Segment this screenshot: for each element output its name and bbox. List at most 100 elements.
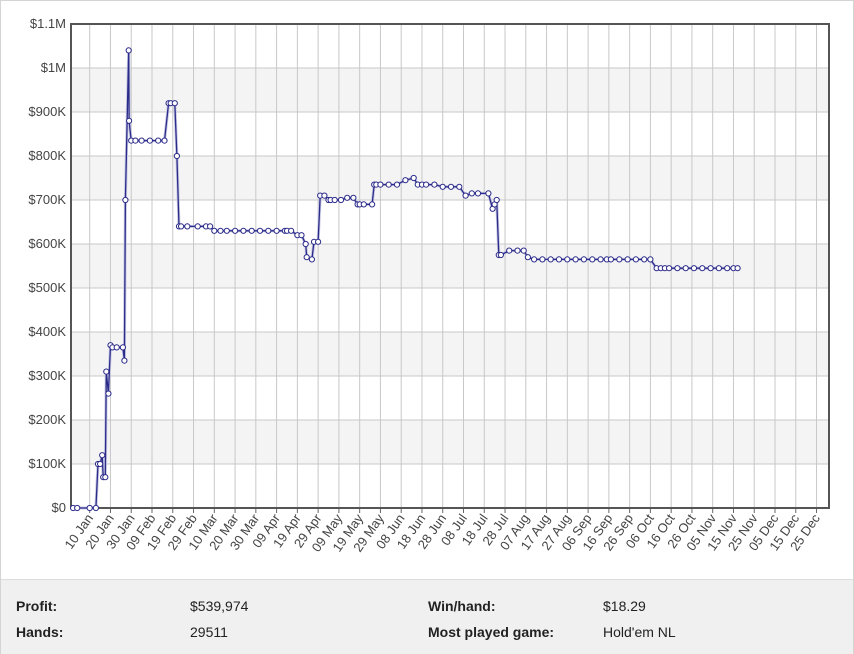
data-point: [474, 190, 482, 197]
data-point: [232, 227, 239, 234]
data-point: [647, 256, 654, 263]
y-tick-label: $1M: [41, 60, 66, 75]
hands-label: Hands:: [16, 624, 64, 640]
data-point: [126, 117, 133, 124]
data-point: [315, 238, 322, 245]
data-point: [462, 192, 469, 199]
data-point: [580, 256, 588, 263]
data-point: [308, 256, 315, 263]
data-point: [178, 223, 185, 230]
data-point: [624, 256, 631, 263]
data-point: [99, 452, 106, 459]
data-point: [524, 254, 532, 261]
data-point: [607, 256, 615, 263]
y-tick-label: $300K: [28, 368, 66, 383]
data-point: [298, 232, 305, 239]
data-point: [121, 357, 128, 364]
data-point: [223, 227, 230, 234]
data-point: [589, 256, 596, 263]
data-point: [393, 181, 401, 188]
data-point: [155, 137, 162, 144]
data-point: [456, 183, 463, 190]
data-point: [715, 265, 723, 272]
data-point: [113, 344, 120, 351]
data-point: [493, 196, 500, 204]
data-point: [520, 247, 527, 254]
data-point: [138, 137, 145, 144]
data-point: [439, 183, 446, 190]
data-point: [410, 174, 417, 182]
plot-border: [70, 23, 830, 509]
data-point: [468, 190, 475, 197]
data-point: [331, 196, 338, 204]
plot-band: [71, 244, 829, 288]
data-point: [184, 223, 191, 230]
data-point: [431, 181, 438, 188]
data-point: [616, 256, 623, 263]
data-point: [699, 265, 706, 272]
profit-value: $539,974: [190, 598, 249, 614]
data-point: [632, 256, 640, 263]
data-point: [734, 265, 741, 272]
most-played-game-value: Hold'em NL: [603, 624, 676, 640]
data-point: [423, 181, 430, 188]
y-tick-label: $400K: [28, 324, 66, 339]
data-point: [74, 504, 81, 512]
data-point: [97, 460, 104, 468]
data-point: [674, 265, 681, 272]
data-point: [447, 183, 455, 190]
data-point: [321, 192, 328, 199]
data-point: [506, 247, 513, 254]
data-point: [564, 256, 571, 263]
stats-summary: Profit: $539,974 Win/hand: $18.29 Hands:…: [1, 579, 853, 654]
data-point: [350, 194, 357, 201]
y-tick-label: $1.1M: [30, 16, 66, 31]
data-point: [288, 227, 295, 234]
y-tick-label: $100K: [28, 456, 66, 471]
data-point: [119, 344, 127, 351]
data-point: [707, 265, 714, 272]
data-point: [337, 196, 345, 204]
y-tick-label: $0: [52, 500, 66, 515]
data-point: [485, 190, 492, 197]
data-point: [360, 201, 367, 208]
win-per-hand-value: $18.29: [603, 598, 646, 614]
y-tick-label: $800K: [28, 148, 66, 163]
data-point: [217, 227, 224, 234]
data-point: [377, 181, 384, 188]
data-point: [265, 227, 272, 234]
data-point: [641, 256, 648, 263]
most-played-game-label: Most played game:: [428, 624, 555, 640]
data-point: [385, 181, 392, 188]
hands-value: 29511: [190, 624, 228, 640]
data-point: [682, 265, 689, 272]
data-point: [497, 251, 504, 259]
data-point: [92, 504, 100, 512]
y-tick-label: $700K: [28, 192, 66, 207]
data-point: [171, 100, 178, 107]
data-point: [273, 227, 280, 234]
data-point: [547, 256, 554, 263]
plot-band: [71, 420, 829, 464]
data-point: [102, 474, 109, 481]
data-point: [248, 227, 255, 234]
data-point: [531, 256, 538, 263]
profit-chart: $0 $100K $200K $300K $400K $500K $600K $700K $80…: [1, 1, 853, 577]
data-point: [597, 256, 604, 263]
data-point: [86, 504, 93, 512]
data-point: [132, 137, 139, 144]
plot-band: [71, 156, 829, 200]
y-tick-label: $500K: [28, 280, 66, 295]
data-point: [302, 240, 309, 248]
data-point: [207, 223, 214, 230]
data-point: [103, 368, 110, 375]
data-point: [303, 254, 310, 261]
plot-band: [71, 68, 829, 112]
data-point: [122, 196, 129, 204]
y-tick-label: $200K: [28, 412, 66, 427]
y-tick-label: $600K: [28, 236, 66, 251]
y-tick-label: $900K: [28, 104, 66, 119]
data-point: [555, 256, 563, 263]
data-point: [539, 256, 546, 263]
